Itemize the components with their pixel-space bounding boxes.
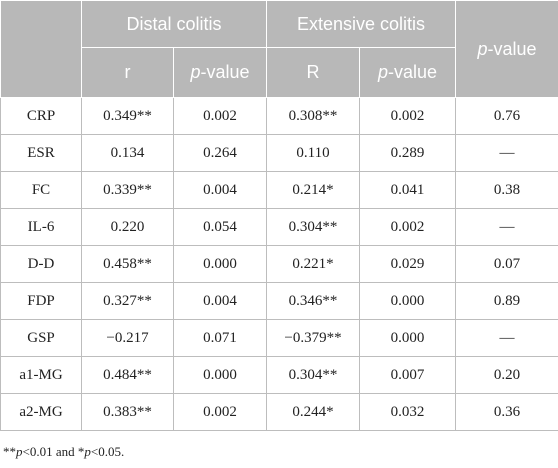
- distal-r-cell: 0.458**: [81, 245, 174, 283]
- row-label: a1-MG: [0, 356, 82, 394]
- row-label: a2-MG: [0, 393, 82, 431]
- distal-pvalue-cell: 0.000: [173, 245, 267, 283]
- header-corner-cell: [0, 0, 82, 98]
- extensive-r-cell: 0.110: [266, 134, 360, 172]
- comparison-pvalue-cell: 0.89: [455, 282, 558, 320]
- subheader-distal-pvalue-rest: -value: [200, 62, 250, 82]
- subheader-distal-r: r: [81, 47, 174, 98]
- distal-pvalue-cell: 0.002: [173, 393, 267, 431]
- distal-r-cell: −0.217: [81, 319, 174, 357]
- extensive-r-cell: 0.304**: [266, 356, 360, 394]
- distal-pvalue-cell: 0.071: [173, 319, 267, 357]
- comparison-pvalue-cell: —: [455, 319, 558, 357]
- distal-pvalue-cell: 0.004: [173, 171, 267, 209]
- comparison-pvalue-cell: 0.20: [455, 356, 558, 394]
- extensive-pvalue-cell: 0.289: [359, 134, 456, 172]
- correlation-table: Distal colitis Extensive colitis p-value…: [0, 0, 558, 431]
- table-row: a2-MG 0.383** 0.002 0.244* 0.032 0.36: [0, 393, 558, 431]
- row-label: CRP: [0, 97, 82, 135]
- footnote-threshold-2: <0.05.: [90, 444, 125, 459]
- footnote-threshold-1: <0.01 and *: [22, 444, 85, 459]
- row-label: D-D: [0, 245, 82, 283]
- row-label: FC: [0, 171, 82, 209]
- subheader-extensive-r: R: [266, 47, 360, 98]
- extensive-r-cell: 0.304**: [266, 208, 360, 246]
- distal-r-cell: 0.339**: [81, 171, 174, 209]
- row-label: GSP: [0, 319, 82, 357]
- extensive-r-cell: 0.346**: [266, 282, 360, 320]
- subheader-distal-pvalue: p-value: [173, 47, 267, 98]
- extensive-pvalue-cell: 0.029: [359, 245, 456, 283]
- extensive-pvalue-cell: 0.002: [359, 208, 456, 246]
- distal-r-cell: 0.349**: [81, 97, 174, 135]
- table-header: Distal colitis Extensive colitis p-value…: [0, 0, 558, 98]
- distal-r-cell: 0.327**: [81, 282, 174, 320]
- extensive-r-cell: 0.308**: [266, 97, 360, 135]
- distal-pvalue-cell: 0.054: [173, 208, 267, 246]
- correlation-table-container: Distal colitis Extensive colitis p-value…: [0, 0, 558, 431]
- table-row: CRP 0.349** 0.002 0.308** 0.002 0.76: [0, 97, 558, 135]
- distal-r-cell: 0.383**: [81, 393, 174, 431]
- table-row: ESR 0.134 0.264 0.110 0.289 —: [0, 134, 558, 172]
- extensive-r-cell: 0.221*: [266, 245, 360, 283]
- extensive-pvalue-cell: 0.032: [359, 393, 456, 431]
- table-row: IL-6 0.220 0.054 0.304** 0.002 —: [0, 208, 558, 246]
- subheader-extensive-pvalue: p-value: [359, 47, 456, 98]
- row-label: ESR: [0, 134, 82, 172]
- distal-pvalue-cell: 0.004: [173, 282, 267, 320]
- table-body: CRP 0.349** 0.002 0.308** 0.002 0.76 ESR…: [0, 97, 558, 431]
- table-row: D-D 0.458** 0.000 0.221* 0.029 0.07: [0, 245, 558, 283]
- extensive-r-cell: 0.214*: [266, 171, 360, 209]
- row-label: FDP: [0, 282, 82, 320]
- distal-pvalue-cell: 0.000: [173, 356, 267, 394]
- extensive-pvalue-cell: 0.041: [359, 171, 456, 209]
- extensive-r-cell: −0.379**: [266, 319, 360, 357]
- header-extensive-colitis: Extensive colitis: [266, 0, 456, 48]
- distal-r-cell: 0.134: [81, 134, 174, 172]
- extensive-pvalue-cell: 0.002: [359, 97, 456, 135]
- table-row: FC 0.339** 0.004 0.214* 0.041 0.38: [0, 171, 558, 209]
- subheader-extensive-pvalue-rest: -value: [387, 62, 438, 82]
- comparison-pvalue-cell: 0.36: [455, 393, 558, 431]
- subheader-extensive-pvalue-italic-p: p: [377, 62, 388, 82]
- header-pvalue-italic-p: p: [477, 38, 488, 59]
- subheader-distal-pvalue-italic-p: p: [190, 62, 201, 82]
- distal-pvalue-cell: 0.002: [173, 97, 267, 135]
- extensive-pvalue-cell: 0.007: [359, 356, 456, 394]
- footnote-p-italic-b: p: [84, 444, 91, 459]
- table-row: FDP 0.327** 0.004 0.346** 0.000 0.89: [0, 282, 558, 320]
- footnote-p-italic-a: p: [16, 444, 23, 459]
- header-pvalue-rest: -value: [487, 38, 537, 59]
- comparison-pvalue-cell: 0.76: [455, 97, 558, 135]
- table-row: GSP −0.217 0.071 −0.379** 0.000 —: [0, 319, 558, 357]
- distal-r-cell: 0.220: [81, 208, 174, 246]
- comparison-pvalue-cell: —: [455, 134, 558, 172]
- distal-pvalue-cell: 0.264: [173, 134, 267, 172]
- header-distal-colitis: Distal colitis: [81, 0, 267, 48]
- table-row: a1-MG 0.484** 0.000 0.304** 0.007 0.20: [0, 356, 558, 394]
- extensive-pvalue-cell: 0.000: [359, 282, 456, 320]
- comparison-pvalue-cell: —: [455, 208, 558, 246]
- extensive-pvalue-cell: 0.000: [359, 319, 456, 357]
- row-label: IL-6: [0, 208, 82, 246]
- table-footnote: **p<0.01 and *p<0.05.: [3, 444, 124, 460]
- extensive-r-cell: 0.244*: [266, 393, 360, 431]
- comparison-pvalue-cell: 0.38: [455, 171, 558, 209]
- comparison-pvalue-cell: 0.07: [455, 245, 558, 283]
- footnote-double-star: **: [3, 444, 16, 459]
- distal-r-cell: 0.484**: [81, 356, 174, 394]
- header-pvalue: p-value: [455, 0, 558, 98]
